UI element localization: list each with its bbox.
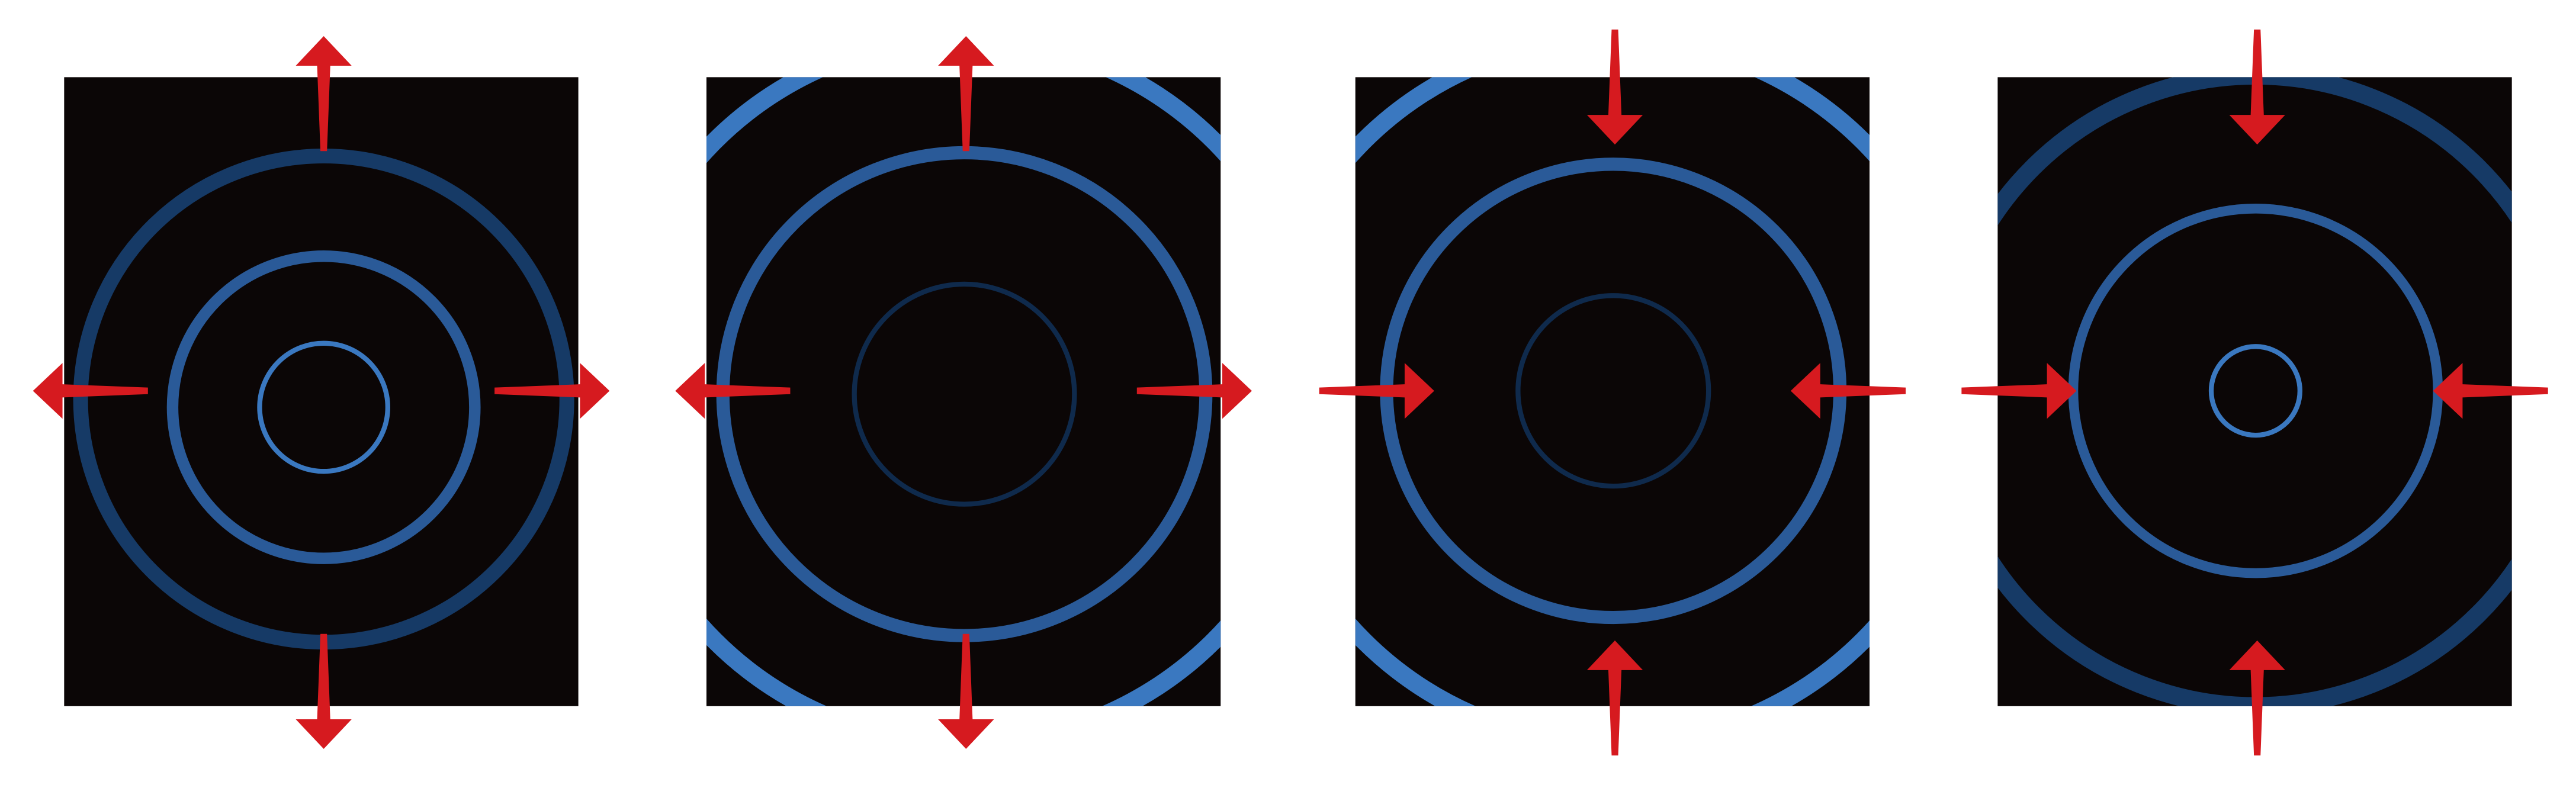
panel-3-arrow-left-pointing <box>1790 363 1906 419</box>
panel-1 <box>33 36 610 749</box>
panel-4-arrow-up-pointing <box>2229 640 2285 756</box>
panel-3 <box>1319 29 1906 756</box>
panel-1-background <box>64 77 579 706</box>
panel-4 <box>1961 29 2548 756</box>
panel-1-inner-ring <box>257 340 390 474</box>
panel-2-arrow-down <box>938 633 994 749</box>
panel-3-arrow-up-pointing <box>1586 640 1643 756</box>
panel-2-arrow-up <box>938 36 994 152</box>
panel-1-middle-ring <box>166 250 481 564</box>
panel-3-background <box>1355 77 1870 706</box>
panel-3-inner-ring <box>1515 293 1711 489</box>
panel-1-arrow-down <box>295 633 352 749</box>
panel-1-arrow-right <box>494 363 610 419</box>
panel-4-inner-ring <box>2208 344 2302 438</box>
panel-4-arrow-right-pointing <box>1961 363 2077 419</box>
panel-2 <box>675 36 1252 749</box>
panel-2-inner-ring <box>852 281 1077 507</box>
panel-2-arrow-right <box>1136 363 1252 419</box>
panel-4-background <box>1997 77 2512 706</box>
panel-1-arrow-up <box>295 36 352 152</box>
panel-4-arrow-left-pointing <box>2433 363 2548 419</box>
panel-2-arrow-left <box>675 363 791 419</box>
panel-4-arrow-down-pointing <box>2229 29 2285 145</box>
panel-1-arrow-left <box>33 363 148 419</box>
panel-3-arrow-right-pointing <box>1319 363 1434 419</box>
panel-2-background <box>706 77 1221 706</box>
panel-3-arrow-down-pointing <box>1586 29 1643 145</box>
